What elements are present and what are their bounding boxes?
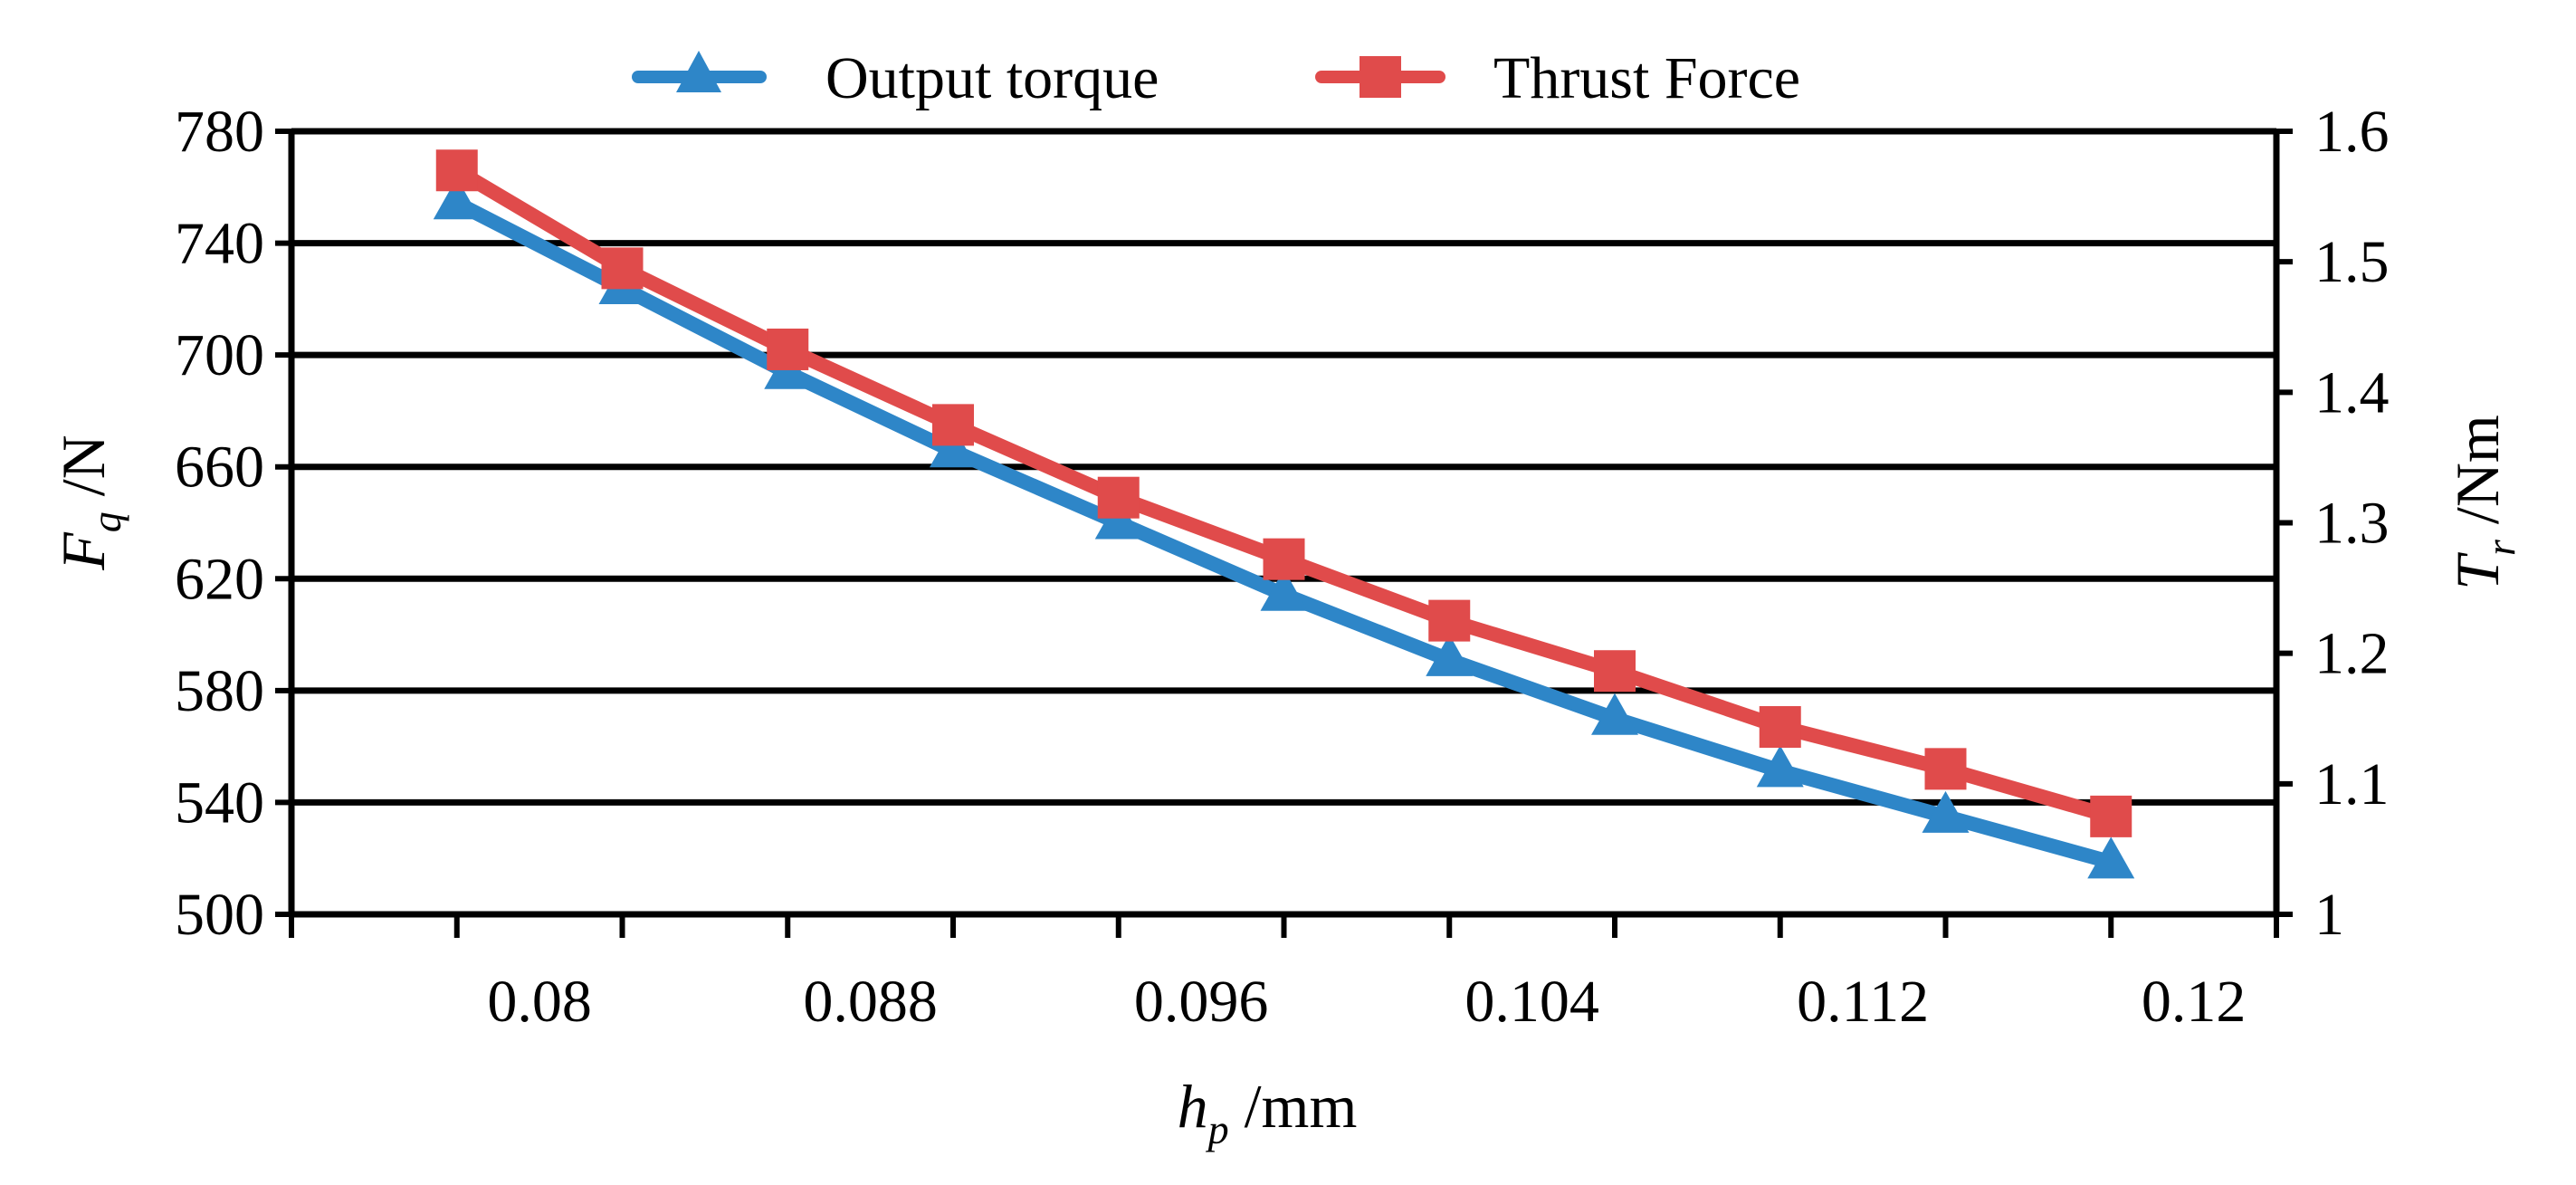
right-axis-title: Tr /Nm — [2443, 415, 2524, 590]
data-point-output-torque — [1260, 569, 1308, 611]
y-right-tick-label: 1.1 — [2314, 751, 2390, 817]
data-point-thrust-force — [601, 247, 644, 290]
y-left-tick-label: 780 — [175, 99, 264, 165]
data-point-thrust-force — [1263, 538, 1305, 580]
x-axis-title: hp /mm — [1178, 1072, 1358, 1152]
x-tick-label: 0.096 — [1134, 969, 1269, 1035]
y-right-tick-label: 1.4 — [2314, 359, 2390, 425]
data-point-output-torque — [2087, 836, 2135, 879]
data-point-output-torque — [1426, 634, 1474, 676]
data-point-output-torque — [1756, 745, 1804, 788]
x-tick-label: 0.112 — [1797, 969, 1929, 1035]
legend-item-output-torque: Output torque — [632, 45, 1159, 111]
data-point-thrust-force — [1759, 706, 1801, 749]
legend-triangle-icon — [676, 51, 721, 92]
y-right-tick-label: 1.2 — [2314, 621, 2390, 687]
data-point-thrust-force — [435, 149, 478, 192]
y-right-tick-label: 1.6 — [2314, 99, 2390, 165]
x-tick-label: 0.088 — [803, 969, 938, 1035]
y-right-tick-label: 1 — [2314, 882, 2344, 948]
data-point-thrust-force — [1097, 476, 1140, 519]
y-right-tick-label: 1.3 — [2314, 491, 2390, 557]
data-point-thrust-force — [932, 404, 974, 446]
data-point-output-torque — [1922, 790, 1970, 833]
y-left-tick-label: 580 — [175, 658, 264, 724]
grid-lines — [291, 128, 2276, 806]
legend: Output torque Thrust Force — [632, 45, 1800, 111]
y-left-tick-label: 540 — [175, 769, 264, 836]
data-point-thrust-force — [2090, 795, 2132, 837]
legend-label-output-torque: Output torque — [825, 45, 1159, 111]
y-left-tick-label: 620 — [175, 546, 264, 612]
x-tick-label: 0.12 — [2142, 969, 2247, 1035]
data-point-output-torque — [1591, 693, 1638, 735]
data-point-thrust-force — [1594, 650, 1636, 693]
series-line-thrust-force — [449, 163, 2119, 824]
y-left-tick-label: 740 — [175, 211, 264, 277]
legend-label-thrust-force: Thrust Force — [1493, 45, 1800, 111]
left-axis-title: Fq /N — [49, 435, 129, 571]
legend-item-thrust-force: Thrust Force — [1315, 45, 1800, 111]
data-point-output-torque — [930, 425, 977, 468]
x-tick-label: 0.08 — [487, 969, 592, 1035]
y-left-tick-label: 500 — [175, 882, 264, 948]
data-point-output-torque — [433, 177, 481, 220]
data-point-thrust-force — [1924, 748, 1967, 790]
x-tick-label: 0.104 — [1465, 969, 1599, 1035]
legend-square-icon — [1360, 56, 1401, 98]
data-point-thrust-force — [767, 328, 809, 370]
axes: 500 540 580 620 660 700 740 780 1 1.1 1.2 1.3 1.4 1.5… — [175, 99, 2390, 1035]
y-left-tick-label: 700 — [175, 322, 264, 388]
data-series — [433, 149, 2135, 879]
y-left-tick-label: 660 — [175, 435, 264, 501]
y-right-tick-label: 1.5 — [2314, 229, 2390, 295]
data-point-thrust-force — [1428, 599, 1471, 642]
